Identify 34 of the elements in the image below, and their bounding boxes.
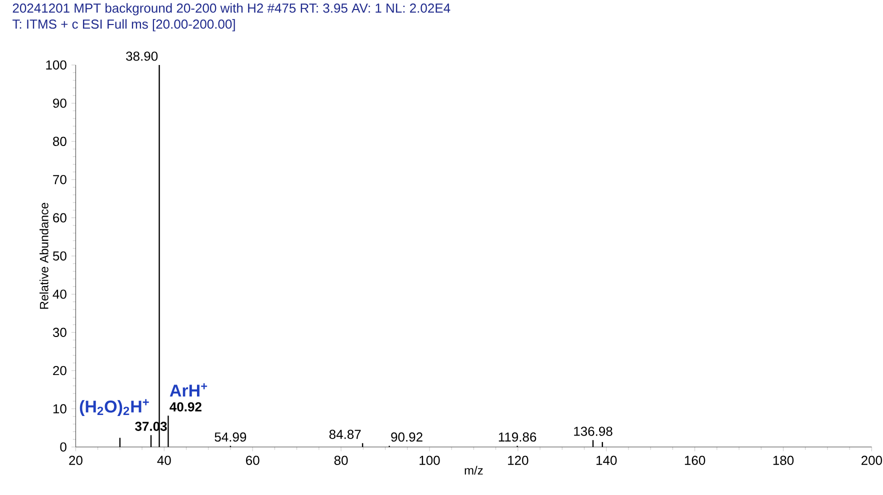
chart-title: 20241201 MPT background 20-200 with H2 #475 RT: 3.95 AV: 1 NL: 2.02E4	[12, 3, 450, 16]
y-tick-label: 10	[53, 404, 66, 414]
x-axis-title: m/z	[464, 466, 483, 475]
y-tick-label: 90	[53, 98, 66, 108]
x-tick-label: 80	[334, 456, 348, 465]
y-tick-label: 20	[53, 366, 66, 376]
annotation: (H$_{2}$O)$_{2}$H$^{+}$	[80, 399, 149, 416]
x-tick-label: 40	[157, 456, 171, 465]
annotation: 119.86	[498, 432, 536, 442]
chart-subtitle: T: ITMS + c ESI Full ms [20.00-200.00]	[12, 19, 235, 32]
y-tick-label: 0	[60, 442, 66, 452]
x-tick-label: 120	[508, 456, 528, 465]
y-axis-title: Relative Abundance	[40, 202, 48, 309]
annotation: 136.98	[574, 426, 612, 436]
annotation: ArH$^{+}$	[170, 383, 208, 396]
y-tick-label: 60	[53, 213, 66, 222]
x-tick-label: 100	[420, 456, 440, 465]
y-tick-label: 40	[52, 290, 66, 299]
y-tick-label: 100	[46, 60, 66, 70]
y-tick-label: 80	[53, 136, 66, 146]
y-tick-label: 70	[53, 174, 66, 184]
x-tick-label: 160	[684, 456, 706, 465]
annotation: 90.92	[391, 432, 422, 442]
x-tick-label: 140	[596, 456, 617, 465]
y-tick-label: 50	[52, 251, 66, 261]
x-tick-label: 20	[69, 456, 82, 465]
annotation: 84.87	[329, 430, 361, 439]
annotation: 54.99	[214, 432, 246, 442]
x-tick-label: 180	[773, 456, 794, 465]
annotation: 38.90	[126, 52, 158, 61]
x-tick-label: 200	[862, 456, 882, 465]
annotation: 40.92	[170, 402, 202, 412]
x-tick-label: 60	[246, 456, 260, 465]
y-tick-label: 30	[52, 328, 66, 337]
